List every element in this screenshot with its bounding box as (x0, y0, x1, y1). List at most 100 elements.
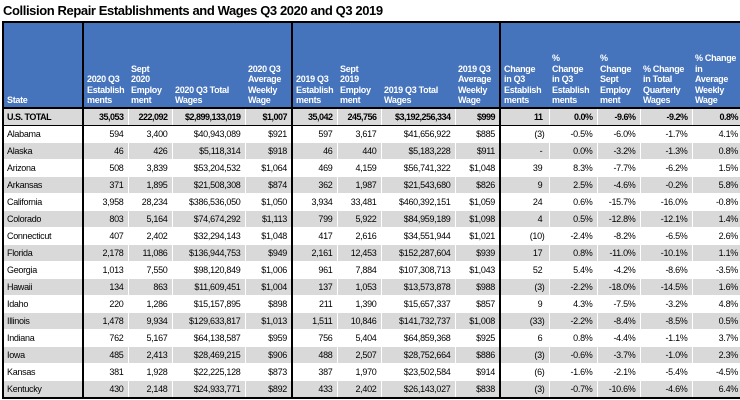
data-cell: 46 (83, 142, 129, 160)
state-cell: Kansas (3, 363, 84, 381)
col-header-pct-change-avg-weekly-wage: % Change in Average Weekly Wage (692, 22, 740, 109)
data-cell: $41,656,922 (381, 125, 456, 143)
data-cell: $999 (455, 108, 501, 126)
data-cell: $1,098 (455, 210, 501, 228)
data-cell: $28,469,215 (172, 346, 246, 364)
col-header-2019-employment: Sept 2019 Employ ment (337, 22, 381, 109)
table-row: Arkansas 371 1,895 $21,508,308 $874 362 1,987 $… (3, 176, 740, 194)
data-cell: $914 (455, 363, 501, 381)
data-cell: $1,113 (245, 210, 293, 228)
data-cell: 2,148 (128, 380, 173, 398)
data-cell: (3) (500, 278, 550, 296)
data-cell: -3.7% (597, 346, 641, 364)
data-cell: -9.6% (597, 108, 641, 126)
data-cell: 28,234 (128, 193, 173, 211)
data-cell: 2,178 (83, 244, 129, 262)
col-header-pct-change-quarterly-wages: % Change in Total Quarterly Wages (640, 22, 692, 109)
data-cell: $152,287,604 (381, 244, 456, 262)
data-cell: $460,392,151 (381, 193, 456, 211)
col-header-2019-avg-weekly-wage: 2019 Q3 Average Weekly Wage (455, 22, 501, 109)
state-cell: U.S. TOTAL (3, 108, 84, 126)
data-cell: $11,609,451 (172, 278, 246, 296)
data-cell: $1,008 (455, 312, 501, 330)
data-cell: -2.2% (549, 312, 598, 330)
col-header-2020-establishments: 2020 Q3 Establish ments (83, 22, 128, 109)
data-cell: $40,943,089 (172, 125, 246, 143)
col-header-pct-change-establishments: % Change in Q3 Establish ments (549, 22, 597, 109)
data-cell: 5.4% (549, 261, 598, 279)
data-cell: 2,413 (128, 346, 173, 364)
data-cell: $26,143,027 (381, 380, 456, 398)
table-row: Colorado 803 5,164 $74,674,292 $1,113 799 5,92… (3, 210, 740, 228)
data-cell: (3) (500, 125, 550, 143)
data-cell: -6.2% (640, 159, 693, 177)
data-cell: -1.1% (640, 329, 693, 347)
data-cell: 0.8% (692, 108, 740, 126)
data-cell: $898 (245, 295, 293, 313)
col-header-2019-total-wages: 2019 Q3 Total Wages (381, 22, 455, 109)
data-cell: 134 (83, 278, 129, 296)
col-header-2020-employment: Sept 2020 Employ ment (128, 22, 172, 109)
state-cell: Iowa (3, 346, 84, 364)
data-cell: 2,161 (292, 244, 338, 262)
data-cell: 2,616 (337, 227, 382, 245)
table-header: State 2020 Q3 Establish ments Sept 2020 … (3, 22, 740, 109)
table-row: Iowa 485 2,413 $28,469,215 $906 488 2,507 $28,7… (3, 346, 740, 364)
data-cell: $1,059 (455, 193, 501, 211)
data-cell: -4.6% (597, 176, 641, 194)
data-cell: $129,633,817 (172, 312, 246, 330)
data-cell: 0.8% (549, 244, 598, 262)
data-cell: 2,507 (337, 346, 382, 364)
data-cell: -3.2% (597, 142, 641, 160)
data-cell: -9.2% (640, 108, 693, 126)
data-cell: $911 (455, 142, 501, 160)
table-row: Kentucky 430 2,148 $24,933,771 $892 433 2,402 $… (3, 380, 740, 398)
data-cell: $885 (455, 125, 501, 143)
data-cell: $2,899,133,019 (172, 108, 246, 126)
data-cell: 1.4% (692, 210, 740, 228)
page-title: Collision Repair Establishments and Wage… (3, 3, 383, 18)
data-cell: 1,511 (292, 312, 338, 330)
data-cell: (3) (500, 346, 550, 364)
col-header-state: State (3, 22, 84, 109)
data-cell: $74,674,292 (172, 210, 246, 228)
data-cell: 1,013 (83, 261, 129, 279)
data-cell: $32,294,143 (172, 227, 246, 245)
col-header-2019-establishments: 2019 Q3 Establish ments (292, 22, 337, 109)
data-cell: 0.5% (692, 312, 740, 330)
data-cell: 9 (500, 176, 550, 194)
data-cell: $826 (455, 176, 501, 194)
data-cell: 1,928 (128, 363, 173, 381)
data-cell: $15,157,895 (172, 295, 246, 313)
data-cell: $1,050 (245, 193, 293, 211)
data-cell: -15.7% (597, 193, 641, 211)
data-cell: $1,013 (245, 312, 293, 330)
data-cell: 362 (292, 176, 338, 194)
data-cell: $1,006 (245, 261, 293, 279)
col-header-change-establishments: Change in Q3 Establish ments (500, 22, 549, 109)
data-cell: 5,164 (128, 210, 173, 228)
data-cell: 430 (83, 380, 129, 398)
data-cell: 371 (83, 176, 129, 194)
data-cell: 799 (292, 210, 338, 228)
data-cell: 4.1% (692, 125, 740, 143)
data-cell: 1,053 (337, 278, 382, 296)
data-cell: -14.5% (640, 278, 693, 296)
data-cell: 211 (292, 295, 338, 313)
data-cell: -0.2% (640, 176, 693, 194)
data-cell: 762 (83, 329, 129, 347)
data-cell: -12.1% (640, 210, 693, 228)
data-cell: -8.5% (640, 312, 693, 330)
data-cell: 3,958 (83, 193, 129, 211)
data-cell: -10.6% (597, 380, 641, 398)
data-cell: -12.8% (597, 210, 641, 228)
data-cell: $1,064 (245, 159, 293, 177)
data-cell: -3.5% (692, 261, 740, 279)
data-cell: 1,390 (337, 295, 382, 313)
data-cell: -1.0% (640, 346, 693, 364)
data-cell: 508 (83, 159, 129, 177)
data-cell: 11 (500, 108, 550, 126)
data-cell: 417 (292, 227, 338, 245)
data-cell: $56,741,322 (381, 159, 456, 177)
data-cell: 24 (500, 193, 550, 211)
